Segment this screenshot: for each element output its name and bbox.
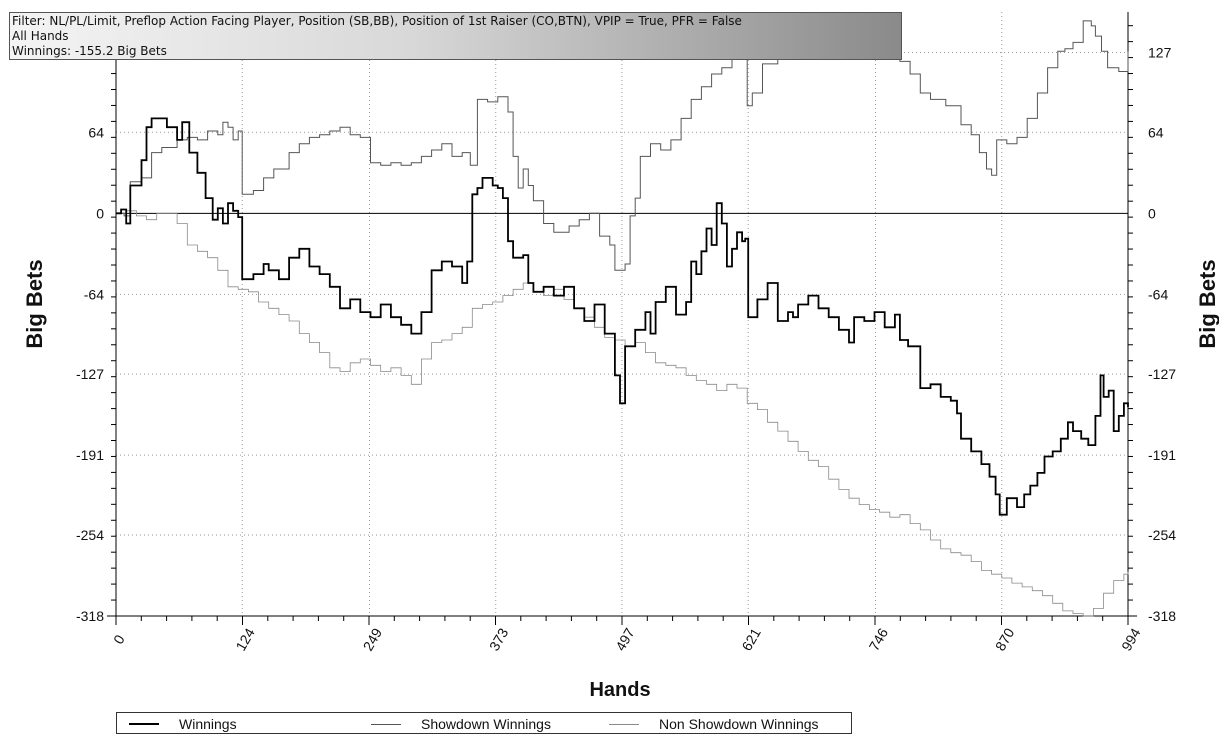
y-tick-label-left: -64 xyxy=(84,286,104,302)
legend-swatch-winnings xyxy=(129,723,159,725)
x-tick-label: 994 xyxy=(1118,625,1144,653)
y-tick-label-left: 64 xyxy=(88,124,104,140)
y-tick-label-left: -191 xyxy=(76,447,104,463)
series-lines xyxy=(116,12,1129,617)
y-tick-labels-right: 127 64 0 -64 -127 -191 -254 -318 xyxy=(1148,45,1176,624)
y-axis-title-right: Big Bets xyxy=(1195,259,1219,348)
axis-frame xyxy=(115,12,1129,617)
y-tick-label-right: 0 xyxy=(1148,205,1156,221)
legend-label-non-showdown: Non Showdown Winnings xyxy=(659,716,819,732)
y-tick-label-right: -191 xyxy=(1148,447,1176,463)
series-line-non-showdown-winnings xyxy=(116,210,1129,617)
y-tick-label-left: -254 xyxy=(76,527,104,543)
x-tick-label: 497 xyxy=(612,625,638,653)
y-tick-label-right: -318 xyxy=(1148,608,1176,624)
scope-text: All Hands xyxy=(12,29,69,43)
x-tick-label: 249 xyxy=(360,625,386,653)
y-tick-label-right: -64 xyxy=(1148,286,1168,302)
y-tick-label-right: -254 xyxy=(1148,527,1176,543)
y-tick-label-right: 64 xyxy=(1148,124,1164,140)
series-line-winnings xyxy=(116,117,1129,516)
x-tick-label: 870 xyxy=(992,625,1018,653)
y-tick-label-left: -127 xyxy=(76,366,104,382)
axis-ticks xyxy=(107,25,1137,625)
legend-label-showdown: Showdown Winnings xyxy=(421,716,551,732)
y-tick-label-left: -318 xyxy=(76,608,104,624)
y-axis-title-left: Big Bets xyxy=(22,259,47,348)
filter-info-box: Filter: NL/PL/Limit, Preflop Action Faci… xyxy=(9,12,902,60)
y-tick-label-right: 127 xyxy=(1148,45,1172,61)
legend-swatch-non-showdown xyxy=(609,723,639,725)
series-line-showdown-winnings xyxy=(116,12,1129,271)
winnings-summary: Winnings: -155.2 Big Bets xyxy=(12,44,167,58)
y-tick-label-left: 0 xyxy=(96,205,104,221)
x-tick-label: 124 xyxy=(232,625,258,653)
legend-swatch-showdown xyxy=(371,723,401,725)
y-tick-label-right: -127 xyxy=(1148,366,1176,382)
legend-item-showdown: Showdown Winnings xyxy=(371,715,551,733)
x-axis-title: Hands xyxy=(589,679,650,701)
legend-item-non-showdown: Non Showdown Winnings xyxy=(609,715,819,733)
grid-lines xyxy=(115,12,1129,617)
x-tick-label: 0 xyxy=(110,632,128,647)
x-tick-labels: 0 124 249 373 497 621 746 870 994 xyxy=(110,625,1144,653)
x-tick-label: 746 xyxy=(866,625,892,653)
legend-label-winnings: Winnings xyxy=(179,716,237,732)
legend-item-winnings: Winnings xyxy=(129,715,237,733)
x-tick-label: 621 xyxy=(738,625,764,653)
x-tick-label: 373 xyxy=(486,625,512,653)
filter-text: Filter: NL/PL/Limit, Preflop Action Faci… xyxy=(12,14,742,28)
legend: Winnings Showdown Winnings Non Showdown … xyxy=(116,712,852,734)
